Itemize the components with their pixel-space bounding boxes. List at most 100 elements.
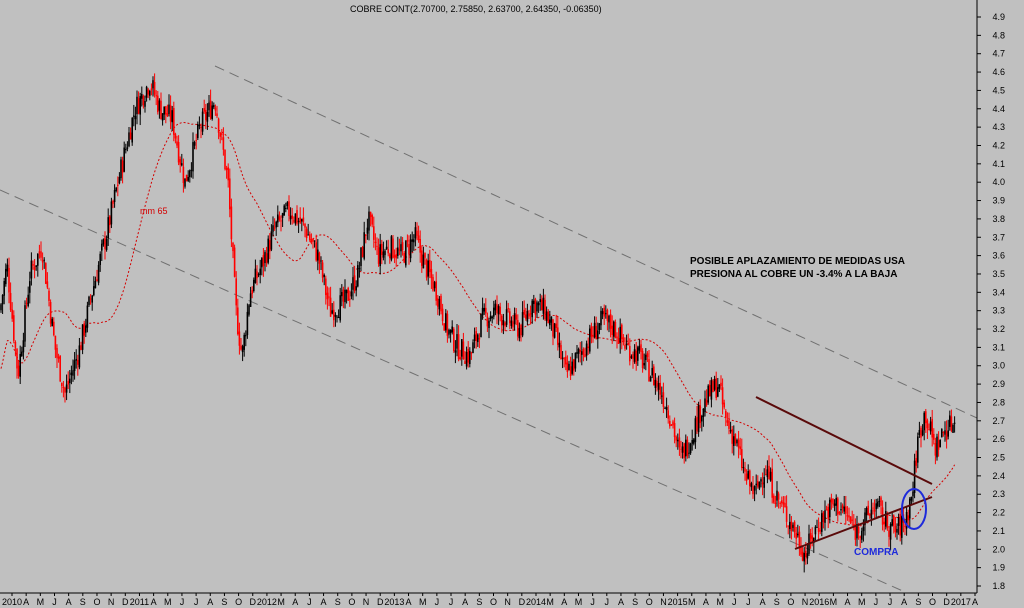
candle-body [46, 281, 49, 288]
candle-body [256, 271, 258, 279]
candle-body [934, 443, 937, 456]
x-tick-label: O [93, 597, 100, 607]
candle-body [45, 263, 47, 284]
candle-body [294, 213, 297, 224]
candle-body [480, 314, 482, 338]
candle-body [121, 160, 124, 173]
candle-body [325, 278, 327, 296]
candle-body [416, 230, 418, 236]
candle-body [574, 352, 577, 369]
candle-body [224, 149, 226, 170]
candle-body [725, 411, 727, 418]
candle-body [112, 200, 114, 204]
candle-body [720, 382, 722, 387]
x-tick-label: D [250, 597, 257, 607]
candle-body [800, 545, 802, 555]
candle-body [0, 304, 2, 311]
candle-body [365, 234, 367, 236]
candle-body [417, 235, 420, 241]
candle-body [923, 412, 925, 431]
candle-body [865, 508, 868, 516]
candle-body [333, 309, 335, 321]
x-tick-label: M [688, 597, 696, 607]
candle-body [144, 100, 146, 107]
candle-body [667, 410, 669, 419]
candle-body [88, 296, 90, 306]
candle-body [785, 506, 788, 522]
y-tick-label: 1.9 [992, 563, 1005, 573]
candle-body [393, 255, 396, 258]
candle-body [238, 331, 241, 346]
candle-body [64, 387, 66, 393]
candle-body [264, 252, 266, 264]
candle-body [563, 358, 565, 360]
candle-body [765, 474, 767, 476]
candle-body [731, 429, 733, 444]
candle-body [766, 469, 769, 478]
candle-body [792, 524, 794, 528]
candle-body [315, 242, 317, 261]
candle-body [734, 433, 737, 444]
candle-body [797, 533, 799, 536]
x-tick-label: N [660, 597, 667, 607]
candle-body [109, 216, 111, 226]
candle-body [397, 247, 399, 256]
candle-body [457, 334, 460, 360]
x-tick-label: M [546, 597, 554, 607]
x-tick-label: A [618, 597, 624, 607]
candle-body [600, 310, 602, 326]
candle-body [577, 348, 580, 354]
candle-body [174, 133, 177, 139]
y-tick-label: 4.1 [992, 159, 1005, 169]
x-tick-label: S [335, 597, 341, 607]
candle-body [437, 298, 439, 307]
candle-body [726, 420, 729, 423]
candle-body [382, 251, 385, 258]
candle-body [53, 321, 55, 336]
candle-body [198, 125, 201, 127]
candle-body [589, 328, 591, 352]
candle-body [872, 507, 874, 509]
candle-body [296, 210, 298, 224]
candle-body [155, 95, 157, 97]
candle-body [192, 142, 194, 172]
y-tick-label: 4.9 [992, 12, 1005, 22]
candle-body [635, 350, 637, 364]
x-tick-label: A [406, 597, 412, 607]
candle-body [649, 376, 652, 382]
candle-body [701, 416, 703, 422]
candle-body [425, 259, 428, 278]
candle-body [883, 521, 885, 525]
candle-body [515, 314, 517, 320]
chart-title: COBRE CONT(2.70700, 2.75850, 2.63700, 2.… [350, 4, 602, 14]
candle-body [57, 356, 60, 359]
candle-body [832, 498, 834, 505]
candle-body [141, 94, 143, 99]
y-tick-label: 4.0 [992, 177, 1005, 187]
triangle-upper-line [755, 396, 933, 485]
x-tick-label: A [321, 597, 327, 607]
candle-body [334, 314, 337, 317]
candle-body [323, 274, 325, 277]
candle-body [41, 260, 44, 263]
x-axis: 2010 A M J A S O N D 2011 A M J J A S O D 2012 M A J A S O N D 2013… [0, 592, 978, 607]
candle-body [822, 512, 825, 523]
candle-body [456, 334, 458, 349]
candle-body [83, 323, 85, 336]
candle-body [273, 227, 276, 229]
candle-body [945, 431, 948, 440]
candle-body [446, 313, 449, 336]
candle-body [821, 513, 823, 532]
candle-body [454, 350, 457, 353]
candle-body [707, 385, 709, 403]
candle-body [126, 147, 129, 149]
candle-body [33, 266, 36, 271]
candle-body [790, 521, 793, 531]
candle-body [443, 323, 445, 331]
candle-body [193, 142, 196, 146]
candle-body [531, 300, 533, 318]
x-tick-label: 2013 [384, 597, 404, 607]
x-tick-label: A [207, 597, 213, 607]
candle-body [744, 468, 746, 472]
candle-body [336, 316, 338, 318]
